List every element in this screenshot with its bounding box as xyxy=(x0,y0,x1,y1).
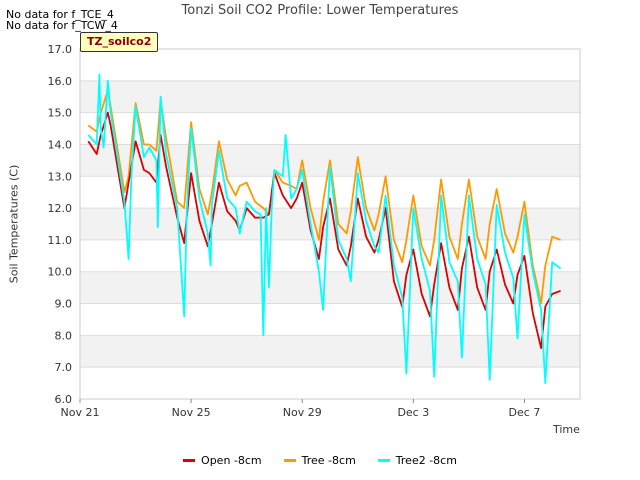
legend-label-open-8cm: Open -8cm xyxy=(201,454,262,467)
legend-swatch-tree2-8cm xyxy=(377,459,390,462)
no-data-note-tcw: No data for f_TCW_4 xyxy=(6,19,118,32)
legend-label-tree-8cm: Tree -8cm xyxy=(301,454,356,467)
y-tick-label: 7.0 xyxy=(55,361,73,374)
y-tick-label: 17.0 xyxy=(48,43,73,56)
y-tick-label: 13.0 xyxy=(48,170,73,183)
legend-label-tree2-8cm: Tree2 -8cm xyxy=(395,454,457,467)
y-tick-label: 10.0 xyxy=(48,266,73,279)
y-tick-label: 12.0 xyxy=(48,202,73,215)
grid-band xyxy=(80,80,580,113)
x-tick-label: Dec 7 xyxy=(509,406,541,419)
x-axis-ticks: Nov 21 Nov 25 Nov 29 Dec 3 Dec 7 xyxy=(61,399,541,419)
y-tick-label: 14.0 xyxy=(48,138,73,151)
legend-item-tree-8cm: Tree -8cm xyxy=(283,454,356,467)
series-lines xyxy=(87,73,562,385)
y-tick-label: 11.0 xyxy=(48,234,73,247)
series-line-open-8cm xyxy=(87,111,561,350)
x-tick-label: Nov 21 xyxy=(61,406,100,419)
legend-item-tree2-8cm: Tree2 -8cm xyxy=(377,454,457,467)
legend: Open -8cm Tree -8cm Tree2 -8cm xyxy=(0,454,640,467)
grid-band xyxy=(80,271,580,304)
legend-item-open-8cm: Open -8cm xyxy=(183,454,262,467)
y-tick-label: 9.0 xyxy=(55,298,73,311)
y-axis-ticks: 6.0 7.0 8.0 9.0 10.0 11.0 12.0 13.0 14.0 15.0 16.0… xyxy=(48,43,73,406)
y-tick-label: 16.0 xyxy=(48,75,73,88)
x-tick-label: Nov 25 xyxy=(172,406,211,419)
series-line-tree2-8cm xyxy=(87,73,562,385)
site-tag: TZ_soilco2 xyxy=(80,32,159,52)
alternating-bands xyxy=(80,80,580,368)
chart-title: Tonzi Soil CO2 Profile: Lower Temperatur… xyxy=(181,3,459,18)
y-tick-label: 8.0 xyxy=(55,329,73,342)
no-data-note-tce: No data for f_TCE_4 xyxy=(6,8,114,21)
grid-band xyxy=(80,335,580,368)
y-tick-label: 15.0 xyxy=(48,107,73,120)
y-tick-label: 6.0 xyxy=(55,393,73,406)
x-tick-label: Dec 3 xyxy=(397,406,429,419)
legend-swatch-tree-8cm xyxy=(283,459,296,462)
legend-swatch-open-8cm xyxy=(183,459,196,462)
x-tick-label: Nov 29 xyxy=(283,406,322,419)
x-axis-label: Time xyxy=(553,423,580,436)
y-axis-label: Soil Temperatures (C) xyxy=(7,164,21,284)
plot-frame xyxy=(79,48,581,400)
